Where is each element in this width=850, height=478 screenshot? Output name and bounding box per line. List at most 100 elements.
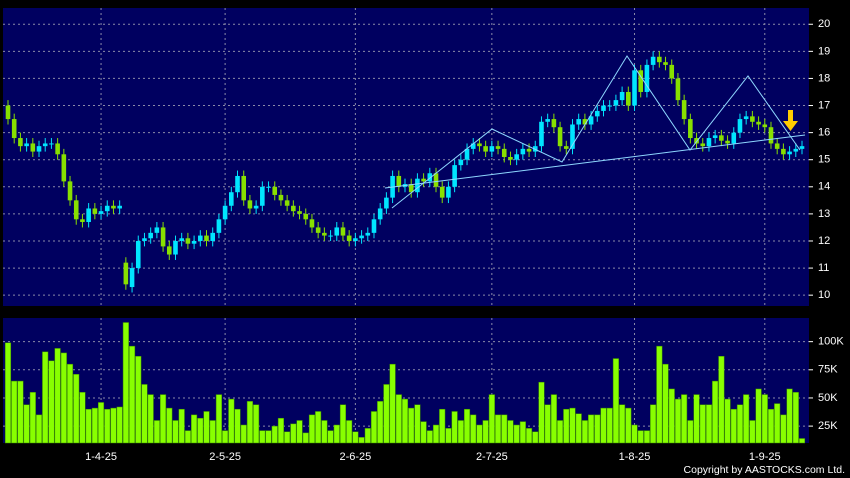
volume-bar xyxy=(526,428,533,444)
candle-body xyxy=(774,143,780,149)
candle-body xyxy=(148,232,153,239)
volume-bar xyxy=(178,408,185,444)
y-tick-label: 10 xyxy=(818,289,830,301)
candle-body xyxy=(135,240,141,269)
candle-body xyxy=(669,64,675,79)
volume-bar xyxy=(569,407,576,444)
volume-bar xyxy=(91,407,98,444)
volume-bar xyxy=(321,420,328,444)
volume-bar xyxy=(110,407,117,444)
candle-body xyxy=(384,197,389,209)
volume-bar xyxy=(507,420,514,444)
volume-bar xyxy=(35,414,43,444)
volume-bar xyxy=(786,388,793,444)
candle-body xyxy=(632,70,637,106)
candle-body xyxy=(495,146,501,149)
candle-body xyxy=(216,219,222,233)
volume-bar xyxy=(625,407,632,444)
volume-bar xyxy=(519,421,526,444)
volume-bar xyxy=(494,414,502,444)
candle-body xyxy=(408,184,414,193)
volume-bar xyxy=(612,358,619,444)
volume-bar xyxy=(85,408,92,444)
candle-body xyxy=(222,205,228,220)
pattern-lines xyxy=(384,55,806,209)
candle-body xyxy=(11,119,17,139)
volume-bar xyxy=(730,408,737,444)
candle-body xyxy=(315,227,321,233)
volume-bar xyxy=(643,430,650,444)
volume-bar xyxy=(575,413,582,444)
candle-body xyxy=(104,205,110,212)
candle-body xyxy=(743,116,749,120)
candle-body xyxy=(365,232,371,236)
volume-bar xyxy=(743,394,750,444)
candle-body xyxy=(284,200,290,206)
volume-bar xyxy=(513,424,520,444)
y-tick-label: 25K xyxy=(818,420,838,432)
y-tick-label: 11 xyxy=(818,262,829,274)
grid-layer xyxy=(3,8,809,443)
candle-body xyxy=(712,135,718,139)
volume-bar xyxy=(687,420,694,444)
volume-bar xyxy=(4,342,12,444)
y-tick-label: 15 xyxy=(818,154,830,166)
volume-bar xyxy=(60,352,67,444)
candle-body xyxy=(328,235,333,237)
candle-body xyxy=(185,238,191,244)
volume-bar xyxy=(259,430,266,444)
volume-bar xyxy=(662,363,669,444)
candle-body xyxy=(30,143,36,152)
candle-body xyxy=(291,205,296,212)
volume-bar xyxy=(141,384,148,444)
x-tick-label: 1-9-25 xyxy=(749,451,781,463)
volume-bar xyxy=(563,408,570,444)
volume-bar xyxy=(600,407,607,444)
candle-body xyxy=(663,62,668,65)
y-tick-label: 16 xyxy=(818,127,830,139)
candle-body xyxy=(92,208,98,214)
volume-bar xyxy=(389,363,396,444)
candle-body xyxy=(396,175,402,187)
volume-bar xyxy=(160,394,167,444)
candle-body xyxy=(725,140,730,144)
volume-bar xyxy=(333,424,340,444)
candle-body xyxy=(514,154,519,160)
volume-bar xyxy=(240,424,247,444)
y-tick-label: 18 xyxy=(818,72,830,84)
volume-bar xyxy=(681,394,688,444)
candle-body xyxy=(42,143,48,147)
candle-body xyxy=(80,219,85,223)
candle-body xyxy=(489,146,495,152)
volume-bar xyxy=(234,408,241,444)
candle-body xyxy=(756,121,761,125)
volume-bar xyxy=(48,360,55,444)
candle-body xyxy=(210,232,216,241)
candle-body xyxy=(67,181,73,201)
volume-bar xyxy=(780,414,787,444)
candle-body xyxy=(675,78,681,101)
volume-bar xyxy=(482,420,489,444)
volume-bar xyxy=(66,363,74,444)
volume-bar xyxy=(718,356,725,444)
arrow-head xyxy=(783,121,798,131)
candle-body xyxy=(340,227,346,236)
volume-bar xyxy=(302,432,309,444)
volume-bar xyxy=(271,425,278,444)
candle-body xyxy=(439,186,445,198)
volume-bar xyxy=(383,384,390,444)
volume-bar xyxy=(166,407,173,444)
volume-bar xyxy=(470,414,477,444)
y-tick-label: 12 xyxy=(818,235,830,247)
volume-bar xyxy=(792,392,799,444)
candle-body xyxy=(334,227,340,236)
volume-bar xyxy=(501,414,508,444)
volume-bar xyxy=(104,408,111,444)
volume-bar xyxy=(122,322,129,444)
volume-bar xyxy=(557,420,564,444)
y-tick-label: 13 xyxy=(818,208,830,220)
volume-bar xyxy=(588,414,595,444)
volume-bar xyxy=(761,394,768,444)
candle-body xyxy=(55,143,60,155)
candle-body xyxy=(253,205,259,209)
